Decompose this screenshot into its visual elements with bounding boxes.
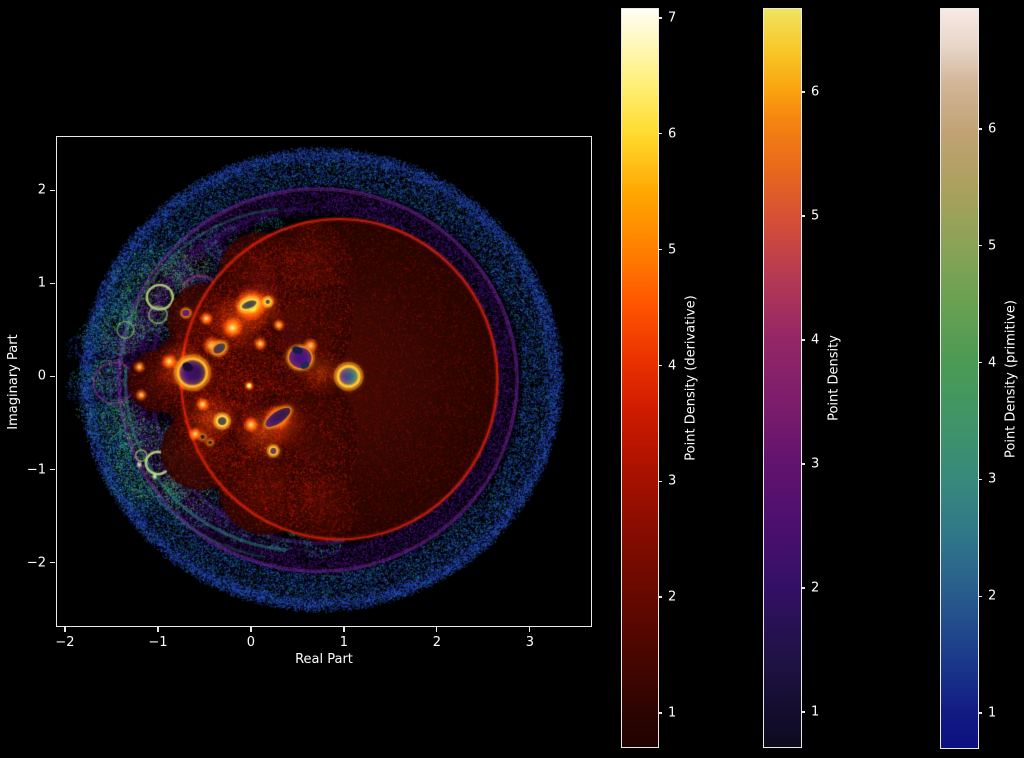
colorbar-tick-mark [978,595,982,597]
colorbar-tick-mark [801,463,805,465]
colorbar-tick-mark [978,245,982,247]
colorbar-gradient-bar [763,8,802,748]
plot-frame [56,136,592,627]
colorbar-tick-label: 3 [988,471,997,487]
colorbar-tick-label: 5 [811,208,820,224]
colorbar-tick-mark [801,711,805,713]
colorbar-tick-mark [978,128,982,130]
colorbar-tick-label: 7 [668,10,677,26]
colorbar-tick-mark [801,215,805,217]
colorbar-tick-mark [801,91,805,93]
colorbar-tick-mark [658,480,662,482]
x-tick-label: 2 [432,635,442,650]
colorbar-axis-label: Point Density [827,335,842,421]
colorbar-tick-label: 1 [668,705,677,721]
x-tick-label: 1 [339,635,349,650]
colorbar-axis-label: Point Density (derivative) [684,295,699,460]
y-tick-label: −1 [26,462,46,478]
colorbar-tick-label: 6 [668,126,677,142]
colorbar-tick-mark [658,712,662,714]
y-tick-mark [50,562,55,564]
x-tick-mark [157,627,159,632]
y-tick-label: 0 [37,368,46,384]
colorbar-tick-label: 6 [811,84,820,100]
colorbar-tick-mark [658,249,662,251]
colorbar-tick-mark [978,478,982,480]
colorbar-tick-label: 5 [988,238,997,254]
y-tick-mark [50,282,55,284]
y-tick-mark [50,468,55,471]
colorbar-tick-label: 4 [811,332,820,348]
colorbar-axis-label-text: Point Density (derivative) [683,295,699,461]
colorbar-tick-mark [801,339,805,341]
colorbar-tick-label: 3 [811,456,820,472]
y-tick-label: 1 [37,275,46,291]
x-tick-mark [436,627,438,632]
colorbar-tick-label: 1 [988,705,997,721]
colorbar-tick-label: 2 [668,589,677,605]
y-tick-mark [50,375,55,377]
colorbar-tick-label: 2 [811,580,820,596]
x-tick-mark [529,627,531,632]
x-tick-mark [250,627,252,632]
colorbar-axis-label: Point Density (primitive) [1004,300,1019,458]
colorbar-tick-label: 1 [811,704,820,720]
colorbar-axis-label-text: Point Density (primitive) [1003,299,1019,458]
colorbar-tick-mark [978,712,982,714]
colorbar-tick-label: 6 [988,121,997,137]
x-tick-label: −1 [148,635,168,650]
colorbar-gradient-bar [940,8,979,749]
x-tick-label: −2 [55,635,75,650]
y-tick-label: 2 [37,182,46,198]
colorbar-tick-mark [978,362,982,364]
colorbar-tick-mark [658,133,662,135]
colorbar-tick-label: 4 [668,358,677,374]
x-tick-mark [343,627,345,632]
colorbar-tick-label: 4 [988,355,997,371]
colorbar-tick-mark [658,596,662,598]
colorbar-gradient-bar [621,8,659,748]
colorbar-tick-mark [658,364,662,367]
x-tick-mark [64,627,66,632]
colorbar-tick-label: 3 [668,473,677,489]
density-plot-canvas [57,137,591,626]
colorbar-tick-mark [801,587,805,589]
x-tick-label: 0 [246,635,256,650]
y-tick-mark [50,189,55,191]
colorbar-tick-label: 2 [988,588,997,604]
colorbar-tick-mark [658,17,662,19]
x-axis-label: Real Part [295,652,353,667]
x-tick-label: 3 [525,635,534,650]
y-tick-label: −2 [26,555,46,571]
colorbar-axis-label-text: Point Density [826,335,842,421]
colorbar-tick-label: 5 [668,242,677,258]
